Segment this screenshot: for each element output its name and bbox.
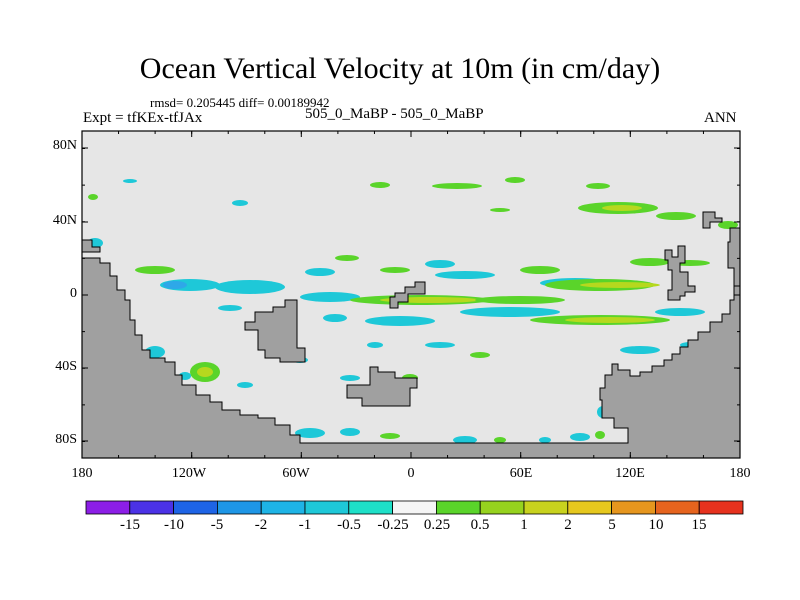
landmasses (81, 211, 741, 459)
colorbar-label: -5 (210, 517, 224, 533)
lon-label-120e: 120E (615, 466, 645, 481)
lon-label-120w: 120W (171, 466, 207, 481)
colorbar-label: -15 (120, 517, 140, 533)
colorbar-label: 10 (648, 517, 664, 533)
colorbar-label: -2 (254, 517, 268, 533)
colorbar-label: 0.25 (423, 517, 451, 533)
colorbar-swatch (523, 500, 569, 515)
colorbar-swatch (392, 500, 437, 515)
lon-label-0: 0 (407, 466, 415, 481)
lon-label-60e: 60E (509, 466, 533, 481)
land-americas-west (81, 257, 741, 459)
colorbar-swatch (173, 500, 218, 515)
colorbar-swatch (85, 500, 131, 515)
colorbar-swatch (216, 500, 262, 515)
experiment-label: Expt = tfKEx-tfJAx (83, 110, 203, 126)
land-northeast (702, 211, 723, 229)
axis-ticks (81, 131, 741, 458)
colorbar-label: 1 (520, 517, 528, 533)
colorbar-label: 2 (564, 517, 572, 533)
colorbar-swatch (698, 500, 744, 515)
lat-label-40s: 40S (55, 359, 77, 374)
colorbar-label: -10 (164, 517, 184, 533)
colorbar-swatch (304, 500, 350, 515)
colorbar-label: 5 (608, 517, 616, 533)
land-east-continent (664, 245, 696, 301)
colorbar (85, 500, 744, 515)
map-title: Ocean Vertical Velocity at 10m (in cm/da… (139, 52, 661, 85)
land-southwest-block (244, 299, 306, 363)
velocity-patches (87, 177, 738, 444)
colorbar-swatch (567, 500, 612, 515)
colorbar-label: -1 (298, 517, 312, 533)
colorbar-label: -0.5 (337, 517, 361, 533)
land-island-south (346, 366, 418, 407)
stats-label: rmsd= 0.205445 diff= 0.00189942 (150, 95, 330, 110)
lat-label-80n: 80N (52, 138, 77, 153)
colorbar-swatch (611, 500, 656, 515)
lat-label-80s: 80S (55, 432, 77, 447)
colorbar-swatch (348, 500, 393, 515)
lon-label-60w: 60W (282, 466, 310, 481)
colorbar-swatch (655, 500, 700, 515)
colorbar-swatch (479, 500, 525, 515)
lat-label-40n: 40N (52, 213, 77, 228)
colorbar-label: 0.5 (470, 517, 490, 533)
colorbar-swatch (129, 500, 175, 515)
colorbar-swatch (435, 500, 481, 515)
land-island-central (389, 281, 426, 309)
colorbar-label: 15 (691, 517, 707, 533)
lat-label-0: 0 (70, 286, 77, 301)
case-label: 505_0_MaBP - 505_0_MaBP (305, 106, 484, 122)
colorbar-label: -0.25 (377, 517, 409, 533)
lon-label-180e: 180 (729, 466, 751, 481)
colorbar-swatch (260, 500, 306, 515)
lon-label-180w: 180 (71, 466, 93, 481)
season-label: ANN (704, 110, 737, 126)
